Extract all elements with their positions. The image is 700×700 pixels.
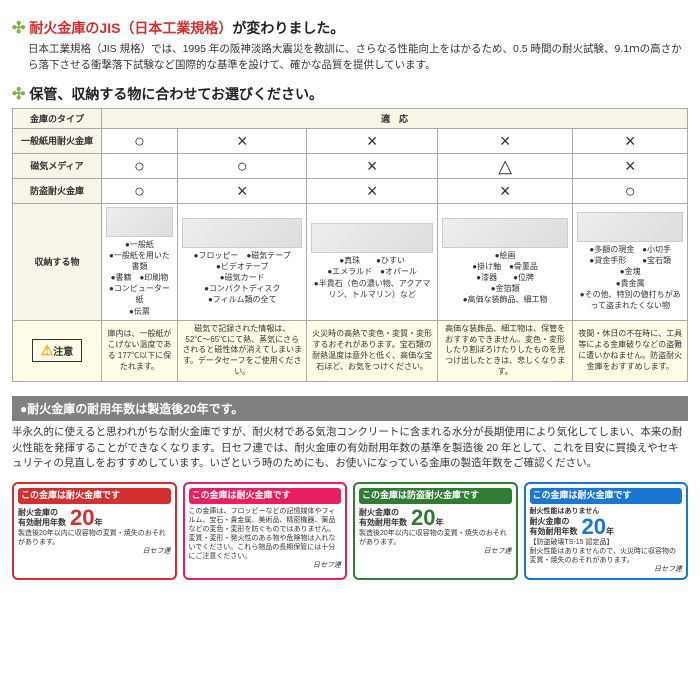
storage-thumb [182, 218, 303, 248]
header1-red: 耐火金庫のJIS（日本工業規格） [29, 18, 232, 38]
dark-bar: ●耐火金庫の耐用年数は製造後20年です。 [12, 396, 688, 421]
intro-text: 日本工業規格（JIS 規格）では、1995 年の阪神淡路大震災を教訓に、さらなる… [28, 42, 688, 74]
row-burglary: 防盗耐火金庫 ○ × × × ○ [13, 178, 688, 203]
card-row: この金庫は耐火金庫です 耐火金庫の 有効耐用年数 20年 製造後20年以内に収容… [12, 482, 688, 580]
warning-icon: ⚠ [41, 342, 54, 358]
storage-3: ●絵画 ●掛け軸 ●骨董品 ●漆器 ●位牌 ●金箔類 ●高価な装飾品、細工物 [437, 203, 573, 320]
row-caution: ⚠注意 庫内は、一般紙がこげない温度である 177℃以下に保たれます。 磁気で記… [13, 320, 688, 381]
storage-1: ●フロッピー ●磁気テープ ●ビデオテープ ●磁気カード ●コンパクトディスク … [177, 203, 307, 320]
card-red: この金庫は耐火金庫です 耐火金庫の 有効耐用年数 20年 製造後20年以内に収容… [12, 482, 177, 580]
header1-black: が変わりました。 [232, 18, 344, 38]
header2: 保管、収納する物に合わせてお選びください。 [29, 84, 323, 104]
clover-icon: ✣ [12, 84, 25, 104]
card-blue: この金庫は耐火金庫です 耐火性能はありません 耐火金庫の 有効耐用年数 20年 … [524, 482, 689, 580]
card-green: この金庫は防盗耐火金庫です 耐火金庫の 有効耐用年数 20年 製造後20年以内に… [353, 482, 518, 580]
storage-2: ●真珠 ●ひすい ●エメラルド ●オパール ●半貴石（色の濃い物、アクアマリン、… [307, 203, 437, 320]
clover-icon: ✣ [12, 18, 25, 38]
storage-4: ●多額の現金 ●小切手 ●貸金手形 ●宝石類 ●金塊 ●貴金属 ●その他、特別の… [573, 203, 688, 320]
storage-thumb [106, 207, 173, 237]
longtext: 半永久的に使えると思われがちな耐火金庫ですが、耐火材である気泡コンクリートに含ま… [12, 425, 688, 472]
storage-thumb [311, 223, 432, 253]
caution-header: ⚠注意 [13, 320, 102, 381]
section-header-1: ✣ 耐火金庫のJIS（日本工業規格） が変わりました。 [12, 18, 688, 38]
row-magnetic: 磁気メディア ○ ○ × △ × [13, 153, 688, 178]
th-type: 金庫のタイプ [13, 108, 102, 128]
row-storage: 収納する物 ●一般紙 ●一般紙を用いた書類 ●書籍 ●印刷物 ●コンピューター紙… [13, 203, 688, 320]
card-pink: この金庫は耐火金庫です この金庫は、フロッピーなどの記憶媒体やフィルム、宝石・貴… [183, 482, 348, 580]
storage-thumb [442, 218, 569, 248]
storage-0: ●一般紙 ●一般紙を用いた書類 ●書籍 ●印刷物 ●コンピューター紙 ●伝票 [102, 203, 178, 320]
compat-table: 金庫のタイプ 適 応 一般紙用耐火金庫 ○ × × × × 磁気メディア ○ ○… [12, 108, 688, 382]
th-compat: 適 応 [102, 108, 688, 128]
storage-thumb [577, 212, 683, 242]
section-header-2: ✣ 保管、収納する物に合わせてお選びください。 [12, 84, 688, 104]
row-paper: 一般紙用耐火金庫 ○ × × × × [13, 128, 688, 153]
